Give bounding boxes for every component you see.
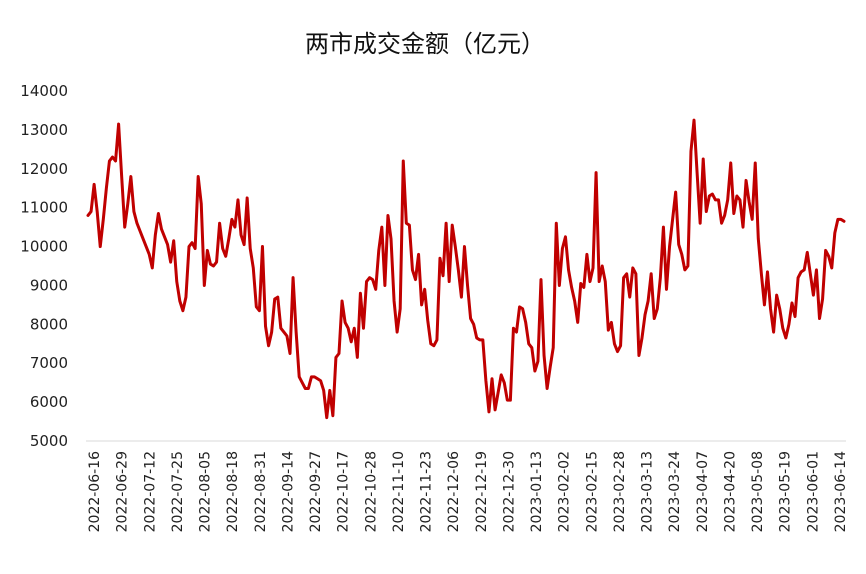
y-tick-label: 12000	[20, 160, 68, 178]
chart-title: 两市成交金额（亿元）	[305, 30, 545, 58]
x-tick-label: 2023-06-01	[805, 451, 821, 532]
x-tick-label: 2023-03-24	[667, 451, 683, 532]
x-tick-label: 2022-08-05	[198, 451, 214, 532]
x-tick-label: 2022-07-12	[142, 451, 158, 532]
x-tick-label: 2022-09-27	[308, 451, 324, 532]
x-tick-label: 2022-11-10	[391, 451, 407, 532]
x-tick-label: 2022-12-30	[501, 451, 517, 532]
x-tick-label: 2022-08-18	[225, 451, 241, 532]
y-tick-label: 5000	[30, 432, 68, 450]
x-tick-label: 2022-10-17	[336, 451, 352, 532]
x-tick-label: 2023-02-02	[557, 451, 573, 532]
x-tick-label: 2022-07-25	[170, 451, 186, 532]
x-tick-label: 2023-05-19	[778, 451, 794, 532]
y-tick-label: 8000	[30, 315, 68, 333]
y-tick-label: 7000	[30, 354, 68, 372]
x-tick-label: 2023-04-20	[723, 451, 739, 532]
x-tick-label: 2022-06-29	[115, 451, 131, 532]
x-tick-label: 2023-02-28	[612, 451, 628, 532]
x-tick-label: 2022-09-14	[280, 451, 296, 532]
y-tick-label: 13000	[20, 121, 68, 139]
x-tick-label: 2023-06-14	[833, 451, 849, 532]
y-tick-label: 14000	[20, 82, 68, 100]
y-tick-label: 6000	[30, 393, 68, 411]
x-tick-label: 2023-04-07	[695, 451, 711, 532]
x-tick-label: 2022-08-31	[253, 451, 269, 532]
x-tick-label: 2022-10-28	[363, 451, 379, 532]
y-tick-label: 10000	[20, 238, 68, 256]
x-tick-label: 2023-05-08	[750, 451, 766, 532]
x-tick-label: 2022-12-06	[446, 451, 462, 532]
y-tick-label: 9000	[30, 276, 68, 294]
x-tick-label: 2022-06-16	[87, 451, 103, 532]
x-tick-label: 2022-12-19	[474, 451, 490, 532]
x-tick-label: 2023-03-13	[640, 451, 656, 532]
x-tick-label: 2022-11-23	[419, 451, 435, 532]
series-line	[86, 118, 846, 420]
x-tick-label: 2023-02-15	[584, 451, 600, 532]
y-tick-label: 11000	[20, 199, 68, 217]
x-tick-label: 2023-01-13	[529, 451, 545, 532]
